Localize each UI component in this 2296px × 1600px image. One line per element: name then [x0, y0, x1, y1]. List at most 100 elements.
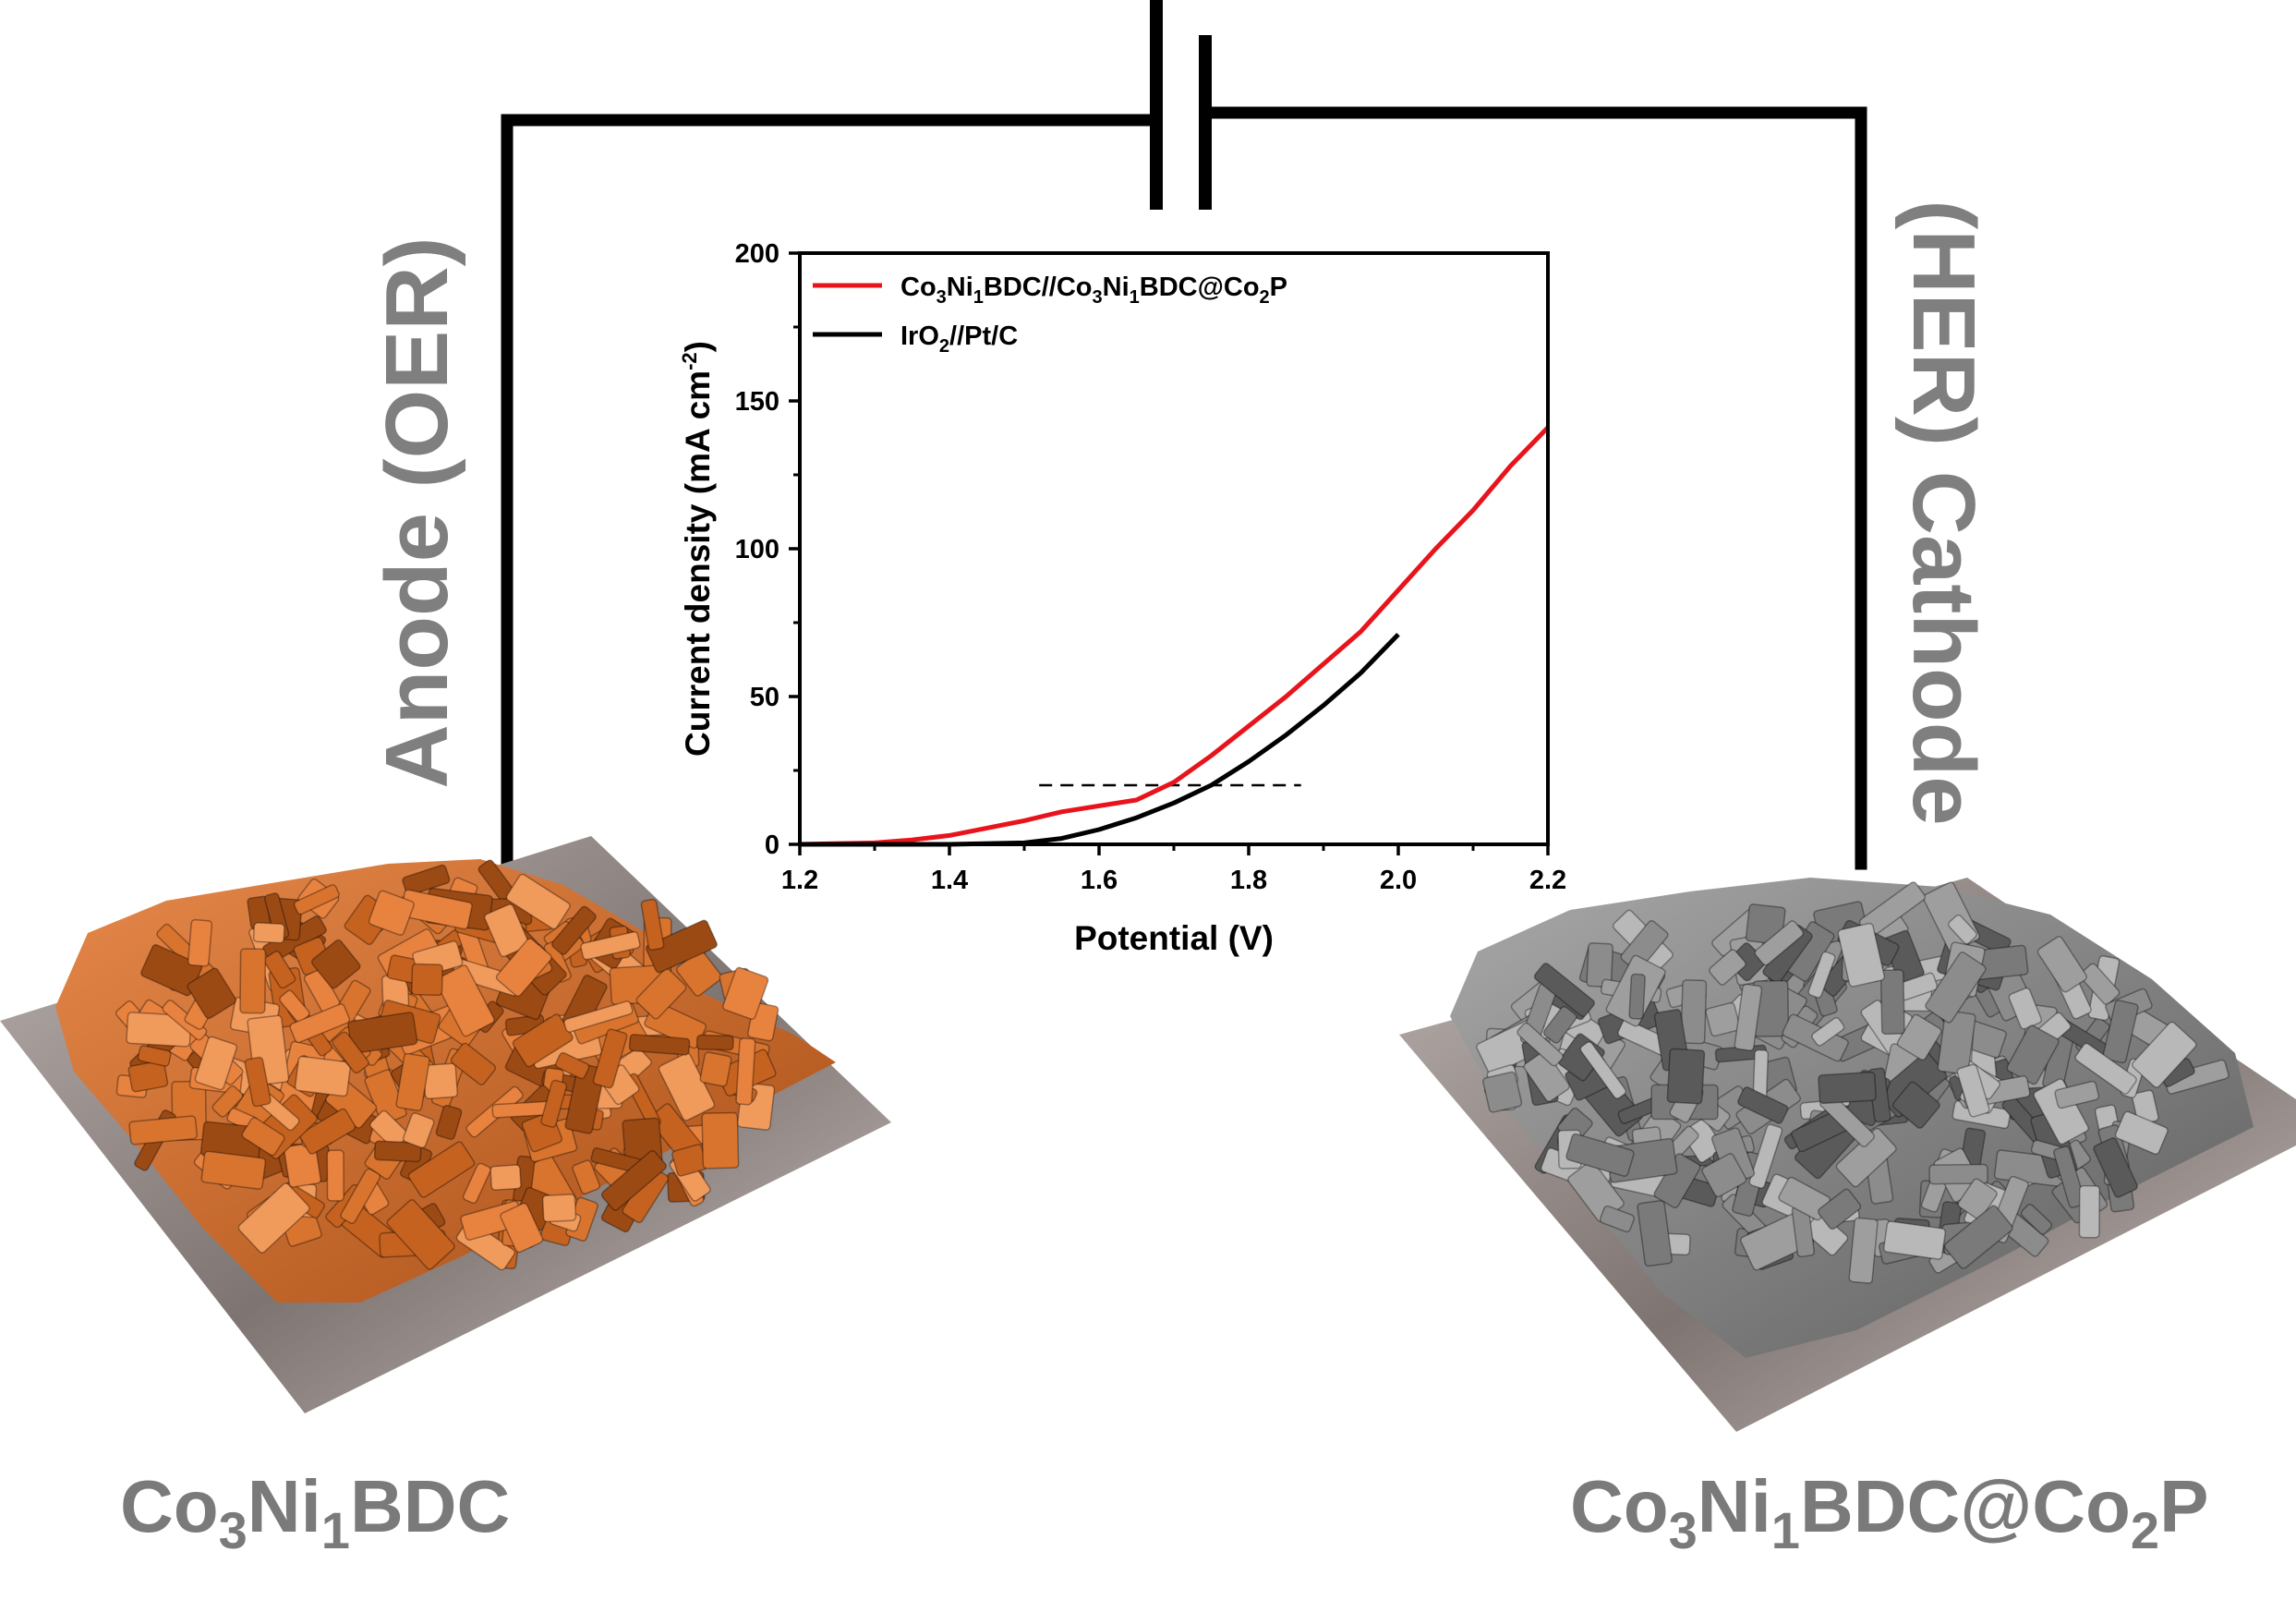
x-tick-label: 1.4	[931, 866, 968, 895]
x-tick-label: 1.8	[1230, 866, 1267, 895]
film-flake	[200, 1150, 267, 1190]
film-flake	[187, 967, 237, 1020]
film-flake	[294, 1055, 352, 1097]
film-flake	[1879, 969, 1905, 1036]
film-flake	[241, 1117, 285, 1157]
film-flake	[402, 1112, 435, 1149]
cathode-material-label: Co3Ni1BDC@Co2P	[1570, 1465, 2208, 1559]
axis-ticks	[789, 251, 1550, 855]
film-flake	[1599, 1205, 1636, 1233]
film-flake	[340, 1168, 381, 1224]
film-flake	[435, 1104, 463, 1140]
x-tick-label: 2.2	[1529, 866, 1566, 895]
x-tick-label: 2.0	[1380, 866, 1417, 895]
film-flake	[1848, 1217, 1879, 1284]
film-flake	[137, 1045, 172, 1067]
film-flake	[699, 1051, 732, 1087]
film-flake	[373, 1140, 422, 1163]
film-flake	[407, 1141, 476, 1198]
cathode-electrode-image	[1399, 878, 2296, 1432]
film-flake	[1925, 952, 1987, 1024]
film-flake	[701, 1111, 740, 1170]
legend-label-black: IrO2//Pt/C	[900, 321, 1018, 357]
film-flake	[1837, 922, 1886, 988]
film-flake	[2102, 1000, 2139, 1064]
film-flake	[402, 864, 451, 896]
film-flake	[1956, 1063, 1990, 1118]
y-tick-label: 200	[735, 239, 779, 269]
film-flake	[211, 1085, 244, 1118]
chart-background	[799, 252, 1547, 843]
film-flake	[1680, 979, 1708, 1045]
film-flake	[395, 1052, 430, 1112]
axis-tick-labels: 1.2 1.4 1.6 1.8 2.0 2.2 0 50 100 150 200	[735, 239, 1567, 895]
cathode-flakes	[1476, 881, 2230, 1284]
y-tick-label: 50	[750, 683, 779, 712]
anode-electrode-image	[0, 836, 891, 1413]
film-flake	[364, 1069, 407, 1125]
film-flake	[635, 968, 687, 1020]
film-flake	[1948, 914, 1977, 945]
film-flake	[194, 1036, 238, 1091]
film-flake	[550, 905, 597, 955]
film-flake	[2020, 1203, 2053, 1235]
film-flake	[326, 1149, 344, 1202]
film-flake	[283, 1142, 321, 1188]
film-flake	[252, 922, 285, 944]
film-flake	[386, 1199, 455, 1270]
film-flake	[2114, 1110, 2169, 1155]
film-flake	[500, 1202, 544, 1254]
anode-material-label: Co3Ni1BDC	[120, 1465, 510, 1559]
y-tick-label: 0	[765, 830, 779, 860]
film-flake	[1882, 1220, 1947, 1260]
chart-legend: Co3Ni1BDC//Co3Ni1BDC@Co2P IrO2//Pt/C	[813, 273, 1287, 357]
film-flake	[2074, 1042, 2137, 1095]
film-flake	[483, 903, 530, 958]
film-flake	[462, 1162, 491, 1205]
film-flake	[1754, 920, 1805, 966]
film-flake	[628, 1034, 691, 1056]
film-flake	[1957, 1178, 1998, 1220]
film-flake	[332, 1031, 369, 1074]
film-flake	[695, 1034, 734, 1051]
film-flake	[640, 898, 665, 952]
y-tick-label: 100	[735, 535, 779, 564]
film-flake	[1937, 1010, 1976, 1075]
film-flake	[1835, 1127, 1897, 1188]
film-flake	[435, 964, 495, 1037]
polarization-chart: 1.2 1.4 1.6 1.8 2.0 2.2 0 50 100 150 200 Potential…	[678, 239, 1566, 957]
anode-wire	[501, 114, 1161, 870]
film-flake	[580, 930, 641, 961]
film-flake	[293, 884, 340, 915]
film-flake	[2036, 936, 2088, 993]
film-flake	[1628, 973, 1646, 1020]
film-flake	[489, 1164, 522, 1191]
film-flake	[1482, 1071, 1523, 1113]
film-flake	[244, 1056, 272, 1108]
cathode-label: (HER) Cathode	[1894, 200, 1993, 825]
series-line-red	[799, 426, 1550, 847]
film-flake	[646, 919, 718, 974]
film-flake	[1542, 1006, 1577, 1044]
film-flake	[1586, 942, 1614, 988]
film-flake	[1928, 1163, 1988, 1185]
film-flake	[2079, 963, 2121, 1006]
y-axis-title: Current density (mA cm-2)	[678, 341, 717, 757]
film-flake	[600, 1149, 667, 1211]
film-flake	[187, 918, 213, 967]
film-flake	[592, 1028, 628, 1089]
x-tick-label: 1.2	[781, 866, 818, 895]
film-flake	[722, 966, 769, 1020]
film-flake	[1705, 1001, 1741, 1037]
film-flake	[540, 1079, 568, 1128]
film-flake	[2054, 1080, 2100, 1109]
film-flake	[1807, 951, 1836, 999]
film-flake	[2132, 1021, 2197, 1088]
anode-label: Anode (OER)	[368, 236, 466, 788]
film-flake	[2093, 1137, 2138, 1198]
film-flake	[368, 890, 415, 936]
film-flake	[563, 1000, 634, 1033]
film-flake	[299, 1108, 356, 1155]
cathode-wire	[1201, 106, 1867, 870]
